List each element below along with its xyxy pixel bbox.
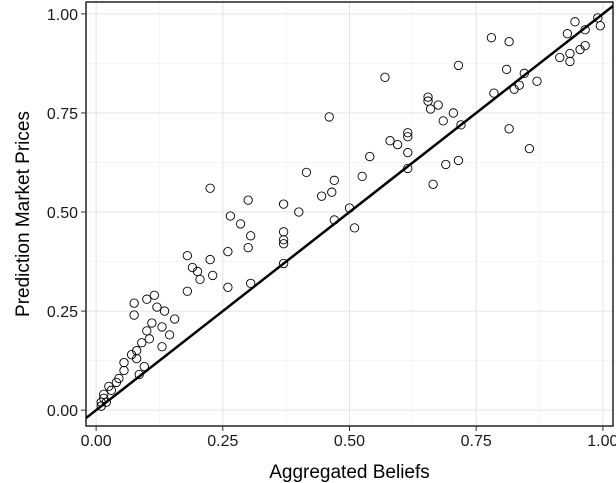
data-point <box>106 385 116 395</box>
data-point <box>441 159 451 170</box>
data-point <box>182 250 192 261</box>
data-point <box>246 278 256 288</box>
data-point <box>101 397 111 407</box>
data-point <box>524 143 535 154</box>
data-point <box>223 246 233 257</box>
data-point <box>144 334 154 344</box>
data-point <box>327 187 337 197</box>
data-point <box>425 104 436 114</box>
data-point <box>392 140 403 150</box>
data-point <box>504 124 514 134</box>
data-point <box>164 330 175 340</box>
data-point <box>149 290 160 300</box>
data-point <box>349 223 360 233</box>
data-point <box>278 227 289 237</box>
data-point <box>278 235 289 245</box>
data-point <box>570 17 580 27</box>
data-point <box>504 36 514 47</box>
data-point <box>555 52 565 63</box>
x-axis-ticks: 0.00 0.25 0.50 0.75 1.00 <box>81 426 616 450</box>
x-tick-label: 0.00 <box>81 433 112 450</box>
data-point <box>137 338 147 348</box>
data-point <box>129 310 139 320</box>
x-tick-label: 0.50 <box>334 433 365 450</box>
data-point <box>403 147 413 158</box>
x-axis-title: Aggregated Beliefs <box>269 462 430 483</box>
data-point <box>423 92 433 102</box>
data-point <box>170 314 180 324</box>
data-point <box>139 361 149 372</box>
data-point <box>532 76 542 86</box>
data-point <box>278 199 289 209</box>
data-point <box>580 40 590 51</box>
data-point <box>595 21 605 31</box>
data-point <box>438 116 448 126</box>
data-point <box>486 33 497 43</box>
data-point <box>403 128 413 138</box>
data-point <box>278 239 289 249</box>
data-point <box>152 302 162 312</box>
data-point <box>489 88 499 98</box>
data-point <box>453 155 464 166</box>
data-point <box>114 373 124 384</box>
data-point <box>132 353 142 364</box>
data-point <box>157 322 167 332</box>
data-point <box>301 167 312 178</box>
data-point <box>294 207 304 217</box>
y-tick-label: 1.00 <box>47 7 78 24</box>
data-point <box>433 100 443 110</box>
x-tick-label: 0.25 <box>207 433 238 450</box>
data-point <box>329 175 339 185</box>
grid-major <box>86 2 613 426</box>
data-point <box>195 274 205 285</box>
data-point <box>357 171 367 182</box>
data-point <box>365 151 375 162</box>
x-tick-label: 0.75 <box>461 433 492 450</box>
y-tick-label: 0.25 <box>47 304 78 321</box>
y-axis-title: Prediction Market Prices <box>13 111 34 317</box>
data-point <box>448 108 459 118</box>
data-point <box>119 365 129 376</box>
data-point <box>456 120 466 130</box>
data-point <box>380 72 390 82</box>
data-point <box>565 56 575 67</box>
data-point <box>514 80 524 90</box>
y-tick-label: 0.00 <box>47 403 78 420</box>
y-tick-label: 0.50 <box>47 205 78 222</box>
data-point <box>316 191 327 201</box>
data-point <box>142 294 152 304</box>
data-point <box>225 211 236 221</box>
data-point <box>205 254 215 265</box>
data-point <box>243 243 253 253</box>
data-point <box>453 60 464 71</box>
data-point <box>428 179 438 189</box>
identity-reference-line <box>85 4 614 420</box>
data-point <box>562 29 573 39</box>
data-point <box>159 306 170 316</box>
data-point <box>205 183 215 193</box>
y-tick-label: 0.75 <box>47 106 78 123</box>
data-point <box>385 136 395 146</box>
data-point <box>119 357 129 368</box>
data-point <box>157 342 167 352</box>
data-point <box>223 282 233 292</box>
data-point <box>565 48 575 59</box>
data-point <box>243 195 253 205</box>
y-axis-ticks: 0.00 0.25 0.50 0.75 1.00 <box>47 7 86 420</box>
data-point <box>278 258 289 269</box>
x-tick-label: 1.00 <box>587 433 616 450</box>
data-point <box>129 298 139 308</box>
data-point <box>132 346 142 356</box>
data-point <box>403 132 413 142</box>
data-point <box>147 318 157 328</box>
data-point <box>182 286 192 296</box>
data-point <box>208 270 218 281</box>
data-point <box>235 219 246 229</box>
data-point <box>324 112 334 122</box>
data-point <box>246 231 256 241</box>
data-point <box>501 64 512 75</box>
